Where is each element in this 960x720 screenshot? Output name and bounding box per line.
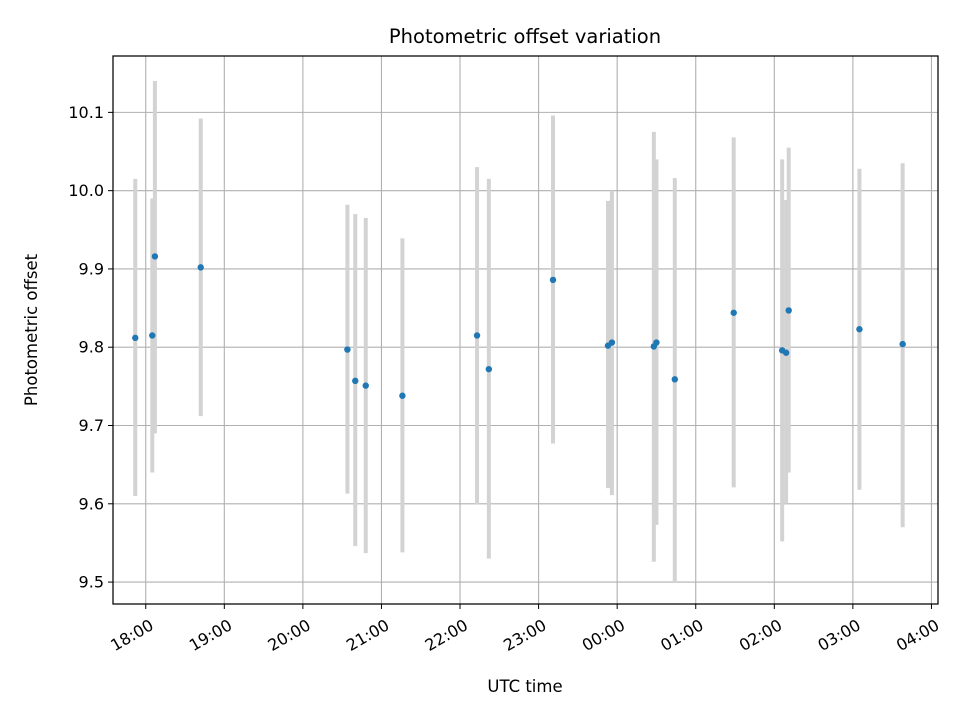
data-point [671, 376, 678, 383]
data-point [352, 377, 359, 385]
y-tick-label: 9.9 [79, 259, 104, 278]
y-tick-label: 10.1 [68, 103, 104, 122]
data-point [608, 339, 616, 346]
data-point [399, 392, 406, 399]
plot-frame [112, 55, 939, 605]
data-point [782, 349, 790, 356]
y-tick-label: 9.8 [79, 338, 104, 357]
y-tick-label: 9.7 [79, 416, 104, 435]
data-point [149, 332, 156, 339]
y-axis: 9.5 9.6 9.7 9.8 9.9 10.0 10.1 [68, 103, 113, 592]
y-tick-label: 9.5 [79, 573, 104, 592]
data-point [362, 382, 369, 389]
data-point [473, 332, 481, 339]
data-point [856, 326, 863, 333]
data-point [549, 276, 557, 284]
data-point [485, 365, 493, 373]
chart-title: Photometric offset variation [389, 25, 661, 48]
data-point [197, 264, 204, 271]
data-points [132, 253, 906, 399]
x-axis-label: UTC time [487, 677, 562, 696]
grid-lines [113, 56, 938, 604]
data-point [132, 334, 139, 342]
data-point [653, 339, 660, 346]
data-point [785, 307, 792, 314]
data-point [899, 340, 906, 348]
y-axis-label: Photometric offset [22, 253, 41, 406]
data-point [344, 346, 351, 353]
y-tick-label: 9.6 [79, 494, 104, 513]
data-point [151, 253, 159, 260]
data-point [730, 309, 737, 316]
y-tick-label: 10.0 [68, 181, 104, 200]
